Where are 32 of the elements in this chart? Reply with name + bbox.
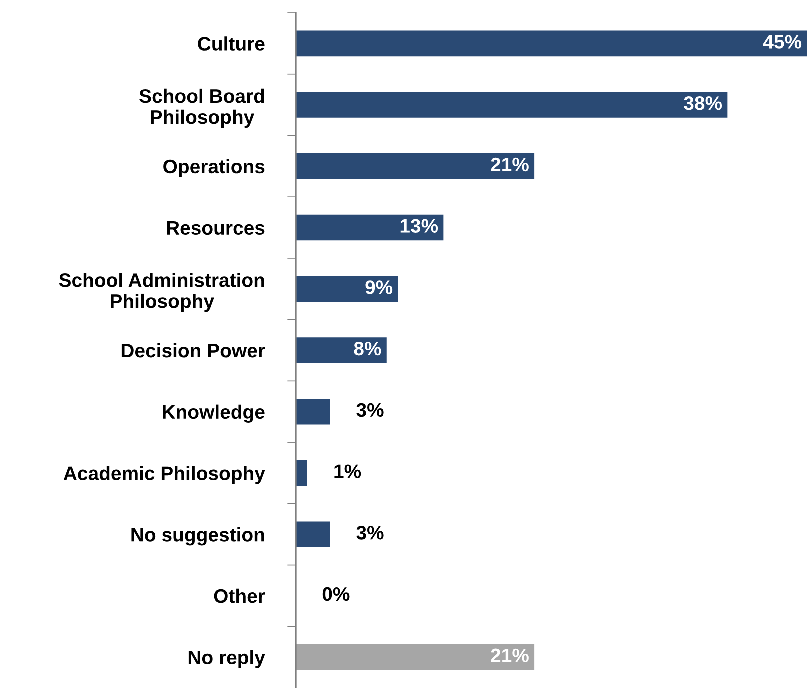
bar bbox=[296, 522, 330, 548]
bar bbox=[296, 460, 308, 486]
data-label: 21% bbox=[491, 648, 529, 662]
y-tick-label: Culture bbox=[198, 36, 265, 51]
bar bbox=[296, 338, 387, 364]
data-label: 9% bbox=[366, 280, 393, 294]
bar bbox=[296, 398, 330, 425]
y-tick-label: Academic Philosophy bbox=[64, 466, 266, 484]
data-label: 0% bbox=[322, 587, 350, 602]
data-label: 8% bbox=[354, 342, 382, 356]
data-label: 13% bbox=[400, 219, 438, 234]
data-label: 1% bbox=[334, 464, 362, 478]
data-label: 3% bbox=[356, 526, 384, 540]
data-label: 45% bbox=[763, 35, 802, 49]
y-tick-label: Other bbox=[214, 588, 266, 604]
y-tick-label: No reply bbox=[188, 650, 266, 668]
bar bbox=[296, 214, 444, 241]
y-tick-label: School Administration Philosophy bbox=[59, 273, 264, 312]
y-tick-label: School Board Philosophy bbox=[140, 88, 264, 128]
data-label: 21% bbox=[491, 158, 529, 172]
y-tick-label: Decision Power bbox=[122, 343, 266, 358]
bar bbox=[296, 644, 535, 670]
bar bbox=[296, 30, 808, 57]
bar bbox=[296, 92, 728, 118]
data-label: 3% bbox=[356, 403, 384, 418]
bar bbox=[296, 276, 398, 302]
bar bbox=[296, 154, 535, 180]
y-tick-label: No suggestion bbox=[132, 528, 264, 546]
y-tick-label: Knowledge bbox=[163, 404, 265, 424]
y-tick-label: Operations bbox=[164, 159, 265, 178]
data-label: 38% bbox=[684, 96, 722, 110]
y-tick-label: Resources bbox=[167, 221, 265, 236]
